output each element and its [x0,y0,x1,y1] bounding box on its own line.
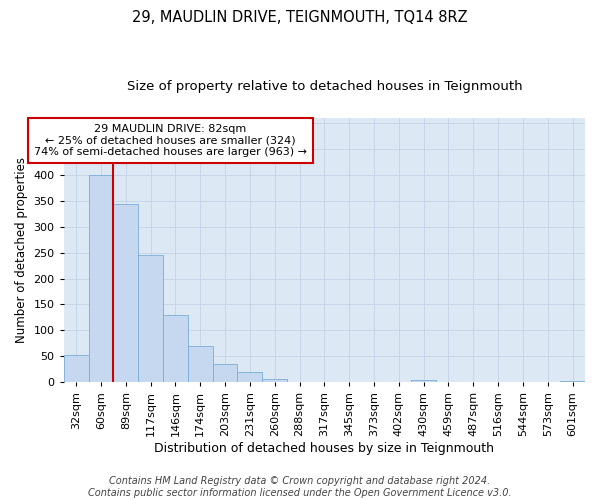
Bar [411,380,436,382]
Bar [188,346,212,383]
Text: 29 MAUDLIN DRIVE: 82sqm
← 25% of detached houses are smaller (324)
74% of semi-d: 29 MAUDLIN DRIVE: 82sqm ← 25% of detache… [34,124,307,157]
Title: Size of property relative to detached houses in Teignmouth: Size of property relative to detached ho… [127,80,522,93]
Y-axis label: Number of detached properties: Number of detached properties [15,157,28,343]
Bar [113,204,138,382]
Bar [64,356,89,382]
Bar [138,255,163,382]
X-axis label: Distribution of detached houses by size in Teignmouth: Distribution of detached houses by size … [154,442,494,455]
Bar [212,364,238,382]
Text: Contains HM Land Registry data © Crown copyright and database right 2024.
Contai: Contains HM Land Registry data © Crown c… [88,476,512,498]
Text: 29, MAUDLIN DRIVE, TEIGNMOUTH, TQ14 8RZ: 29, MAUDLIN DRIVE, TEIGNMOUTH, TQ14 8RZ [132,10,468,25]
Bar [238,372,262,382]
Bar [262,379,287,382]
Bar [560,380,585,382]
Bar [89,175,113,382]
Bar [163,315,188,382]
